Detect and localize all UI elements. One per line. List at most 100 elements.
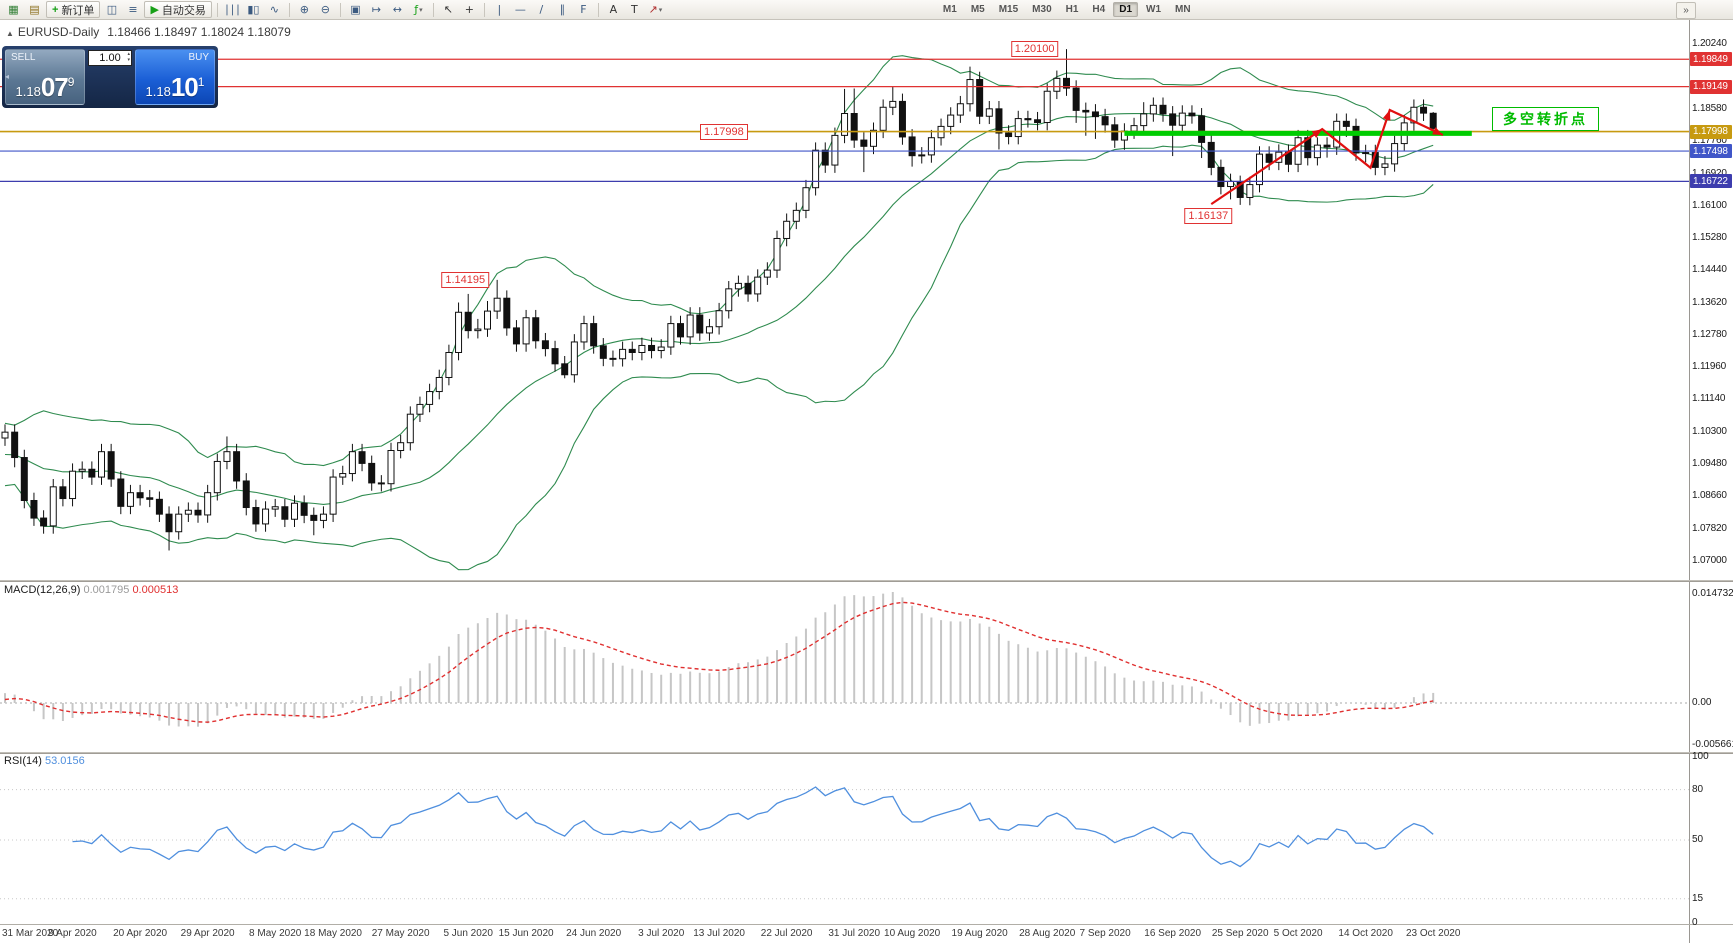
time-axis-label: 23 Oct 2020 bbox=[1405, 928, 1461, 939]
price-axis-line bbox=[1689, 20, 1690, 943]
price-axis-label: 1.20240 bbox=[1692, 38, 1727, 49]
price-callout-label[interactable]: 1.20100 bbox=[1010, 41, 1059, 58]
rsi-label: RSI(14) 53.0156 bbox=[4, 755, 85, 767]
note-text: 多空转折点 bbox=[1503, 111, 1588, 127]
autotrading-button-label: 自动交易 bbox=[161, 4, 206, 17]
chart-shift-icon[interactable]: ↔ bbox=[392, 2, 403, 16]
market-watch-icon[interactable]: ◫ bbox=[106, 2, 118, 16]
fibonacci-icon[interactable]: F bbox=[580, 2, 587, 16]
channel-icon[interactable]: ∥ bbox=[559, 2, 566, 16]
toolbar-separator bbox=[216, 2, 218, 17]
price-axis-label: 1.18580 bbox=[1692, 102, 1727, 114]
candles-layer[interactable] bbox=[1, 49, 1437, 551]
buy-price: 1.18101 bbox=[145, 72, 205, 102]
line-chart-icon[interactable]: ∿ bbox=[269, 2, 280, 16]
sell-price: 1.18079 bbox=[15, 72, 75, 102]
vertical-line-icon[interactable]: | bbox=[497, 2, 502, 16]
price-axis-label: 1.11140 bbox=[1692, 393, 1726, 405]
time-axis-label: 22 Jul 2020 bbox=[760, 928, 813, 939]
toolbar-separator bbox=[597, 2, 599, 17]
toolbar-separator bbox=[432, 2, 434, 17]
price-axis-label: 1.17760 bbox=[1692, 134, 1727, 146]
new-chart-icon[interactable]: ▦ bbox=[8, 2, 19, 16]
text-icon[interactable]: A bbox=[609, 2, 618, 16]
buy-button[interactable]: BUY 1.18101 bbox=[135, 49, 215, 105]
auto-scroll-icon[interactable]: ↦ bbox=[371, 2, 382, 16]
rsi-panel-separator[interactable] bbox=[0, 752, 1733, 754]
timeframe-mn-button[interactable]: MN bbox=[1175, 4, 1191, 15]
time-axis-label: 16 Sep 2020 bbox=[1144, 928, 1201, 939]
chevron-down-icon: ▾ bbox=[419, 5, 423, 14]
chart-profiles-icon[interactable]: ▤ bbox=[29, 2, 40, 16]
timeframe-m5-button[interactable]: M5 bbox=[970, 4, 985, 15]
timeframe-w1-button[interactable]: W1 bbox=[1146, 4, 1162, 15]
time-axis-label: 19 Aug 2020 bbox=[951, 928, 1008, 939]
time-axis-separator bbox=[0, 924, 1733, 925]
time-axis-label: 5 Oct 2020 bbox=[1273, 928, 1323, 939]
indicators-icon[interactable]: ƒ ▾ bbox=[414, 2, 423, 16]
rsi-axis-label: 100 bbox=[1692, 751, 1709, 762]
time-axis-label: 31 Mar 2020 bbox=[2, 928, 59, 939]
sell-label: SELL bbox=[11, 52, 36, 63]
chart-ohlc-values: 1.18466 1.18497 1.18024 1.18079 bbox=[107, 25, 291, 39]
horizontal-line-icon[interactable]: — bbox=[514, 2, 526, 16]
new-order-button[interactable]: + 新订单 bbox=[46, 1, 101, 18]
crosshair-icon[interactable]: + bbox=[464, 2, 475, 16]
trend-arrows[interactable] bbox=[1210, 108, 1444, 206]
arrows-icon[interactable]: ↗ ▾ bbox=[648, 2, 663, 16]
timeframe-h1-button[interactable]: H1 bbox=[1065, 4, 1079, 15]
sell-button[interactable]: SELL 1.18079 bbox=[5, 49, 85, 105]
toolbar-separator bbox=[288, 2, 290, 17]
price-axis-label: 1.14440 bbox=[1692, 264, 1727, 276]
price-line-badge: 1.17998 bbox=[1690, 124, 1732, 139]
one-click-trading-panel: ◂ SELL 1.18079 1.00 ▴ ▾ BUY 1.18101 bbox=[2, 46, 218, 108]
cursor-icon[interactable]: ↖ bbox=[443, 2, 454, 16]
spinner-down-icon: ▾ bbox=[127, 57, 130, 63]
lot-size-area: 1.00 ▴ ▾ bbox=[87, 49, 133, 105]
timeframe-m1-button[interactable]: M1 bbox=[942, 4, 957, 15]
timeframe-d1-button[interactable]: D1 bbox=[1113, 2, 1139, 17]
time-axis-label: 28 Aug 2020 bbox=[1019, 928, 1076, 939]
timeframe-m30-button[interactable]: M30 bbox=[1032, 4, 1052, 15]
timeframe-m15-button[interactable]: M15 bbox=[998, 4, 1019, 15]
price-line-badge: 1.16722 bbox=[1690, 174, 1732, 189]
zoom-in-icon[interactable]: ⊕ bbox=[299, 2, 310, 16]
time-axis-label: 13 Jul 2020 bbox=[693, 928, 745, 939]
macd-panel-separator[interactable] bbox=[0, 580, 1733, 582]
toolbar-overflow-icon[interactable]: » bbox=[1676, 2, 1696, 19]
bar-chart-icon[interactable]: ∣∣∣ bbox=[224, 2, 241, 16]
rsi-value: 53.0156 bbox=[44, 755, 85, 767]
autotrading-button[interactable]: ▶ 自动交易 bbox=[144, 1, 212, 18]
time-axis-label: 31 Jul 2020 bbox=[828, 928, 881, 939]
horizontal-level-lines[interactable] bbox=[0, 58, 1689, 182]
macd-axis-min-label: -0.005661 bbox=[1692, 739, 1733, 751]
time-axis-label: 18 May 2020 bbox=[304, 928, 363, 939]
price-callout-label[interactable]: 1.17998 bbox=[700, 123, 748, 140]
lot-size-input[interactable]: 1.00 ▴ ▾ bbox=[88, 50, 132, 66]
candlestick-chart-icon[interactable]: ▮▯ bbox=[247, 2, 260, 16]
rsi-axis-label: 15 bbox=[1692, 892, 1704, 904]
text-label-icon[interactable]: T bbox=[631, 2, 638, 16]
data-window-icon[interactable]: ≡ bbox=[128, 2, 138, 16]
trendline-icon[interactable]: / bbox=[539, 2, 544, 16]
rsi-indicator bbox=[0, 786, 1689, 900]
buy-label: BUY bbox=[188, 52, 209, 63]
price-callout-label[interactable]: 1.16137 bbox=[1184, 208, 1233, 225]
symbol-marker-icon: ▲ bbox=[6, 29, 14, 38]
price-axis-label: 1.13620 bbox=[1692, 296, 1727, 308]
time-axis-label: 24 Jun 2020 bbox=[566, 928, 622, 939]
price-callout-label[interactable]: 1.14195 bbox=[441, 272, 490, 289]
macd-signal-value: 0.000513 bbox=[132, 584, 179, 596]
tile-windows-icon[interactable]: ▣ bbox=[350, 2, 361, 16]
time-axis-label: 15 Jun 2020 bbox=[498, 928, 554, 939]
collapse-panel-icon[interactable]: ◂ bbox=[5, 72, 10, 81]
rsi-axis-label: 50 bbox=[1692, 834, 1704, 845]
lot-spinner[interactable]: ▴ ▾ bbox=[127, 51, 130, 63]
timeframe-h4-button[interactable]: H4 bbox=[1092, 4, 1106, 15]
zoom-out-icon[interactable]: ⊖ bbox=[320, 2, 331, 16]
note-box[interactable]: 多空转折点 bbox=[1492, 107, 1599, 131]
time-axis-label: 8 May 2020 bbox=[249, 928, 302, 939]
price-line-badge: 1.19849 bbox=[1690, 52, 1732, 67]
